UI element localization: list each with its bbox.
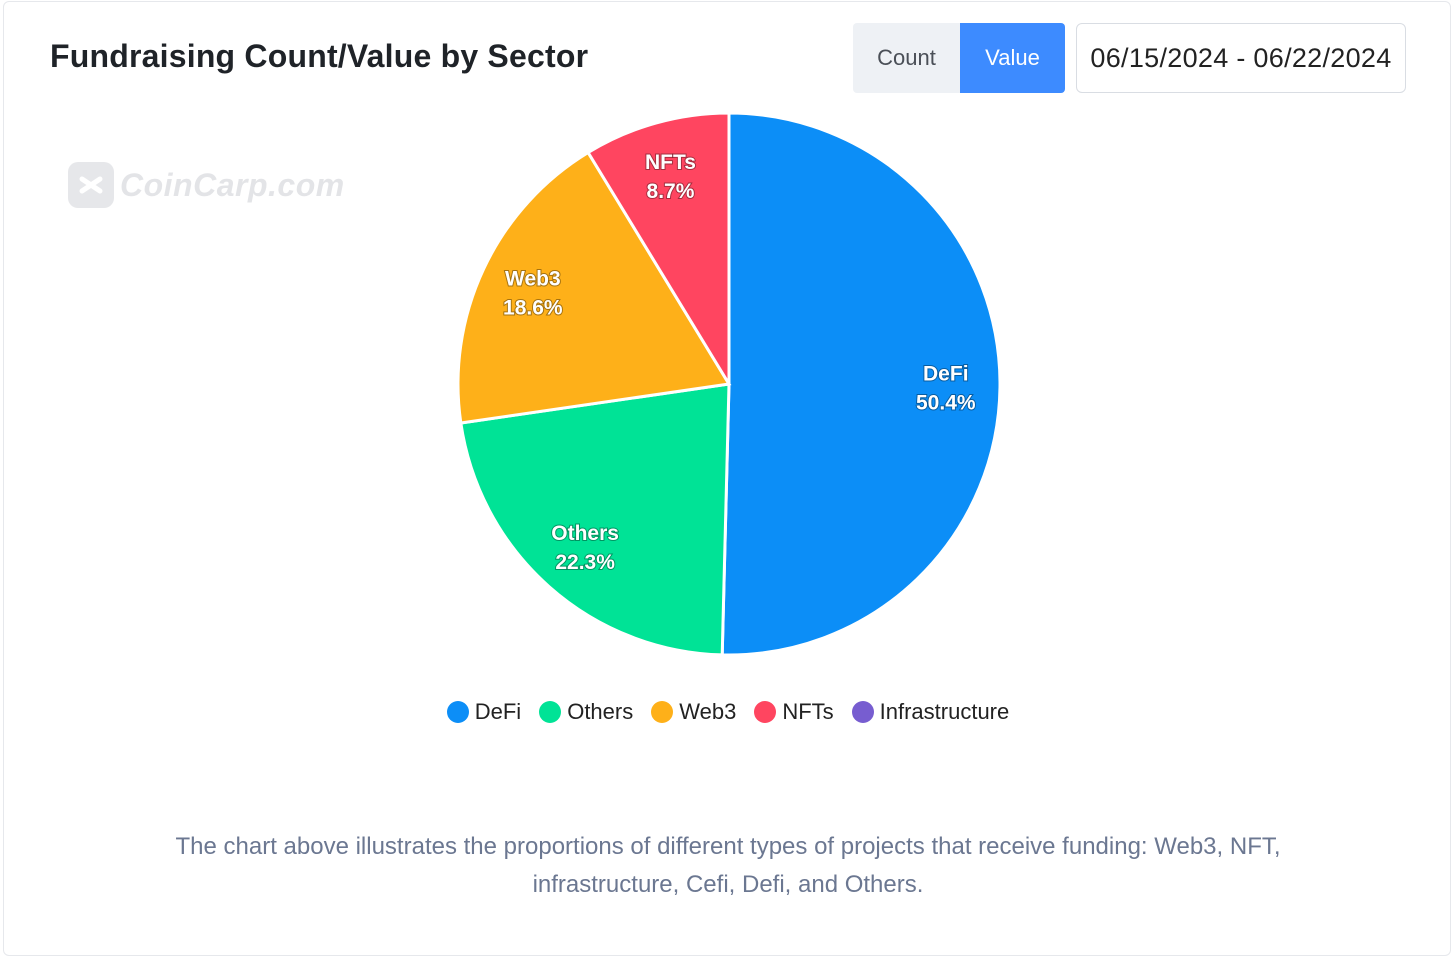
slice-name-label: Others — [551, 522, 619, 545]
slice-name-label: DeFi — [923, 363, 969, 386]
count-button[interactable]: Count — [853, 23, 960, 93]
slice-percent-label: 22.3% — [555, 551, 615, 574]
pie-slice-others[interactable] — [459, 382, 731, 657]
pie-slice-defi[interactable] — [720, 111, 1002, 657]
legend-label: Web3 — [679, 699, 737, 724]
slice-name-label: NFTs — [645, 151, 696, 174]
chart-legend: DeFi Others Web3 NFTs Infrastructure — [0, 699, 1456, 725]
legend-label: Infrastructure — [879, 699, 1010, 724]
pie-slice-web3[interactable] — [456, 150, 732, 425]
count-value-toggle: Count Value — [853, 23, 1065, 93]
coincarp-logo-icon — [68, 162, 114, 208]
legend-marker — [446, 701, 469, 723]
pie-slice-nfts[interactable] — [586, 111, 731, 390]
slice-percent-label: 8.7% — [647, 180, 695, 203]
legend-item-infrastructure[interactable]: Infrastructure — [851, 699, 1010, 725]
slice-percent-label: 50.4% — [916, 392, 976, 415]
slice-percent-label: 18.6% — [503, 297, 563, 320]
watermark-text: CoinCarp.com — [120, 166, 345, 203]
legend-item-web3[interactable]: Web3 — [651, 699, 736, 725]
legend-item-defi[interactable]: DeFi — [446, 699, 522, 725]
legend-marker — [539, 701, 562, 723]
chart-caption: The chart above illustrates the proporti… — [175, 833, 1281, 898]
date-range-picker[interactable]: 06/15/2024 - 06/22/2024 — [1076, 23, 1406, 93]
value-button[interactable]: Value — [960, 23, 1065, 93]
legend-label: Others — [567, 699, 634, 724]
legend-marker — [754, 701, 777, 723]
legend-item-others[interactable]: Others — [539, 699, 633, 725]
legend-item-nfts[interactable]: NFTs — [754, 699, 834, 725]
chart-title: Fundraising Count/Value by Sector — [50, 38, 589, 74]
slice-name-label: Web3 — [505, 268, 561, 291]
legend-label: NFTs — [782, 699, 834, 724]
legend-marker — [651, 701, 674, 723]
watermark: CoinCarp.com — [68, 162, 345, 208]
legend-label: DeFi — [474, 699, 522, 724]
legend-marker — [851, 701, 874, 723]
